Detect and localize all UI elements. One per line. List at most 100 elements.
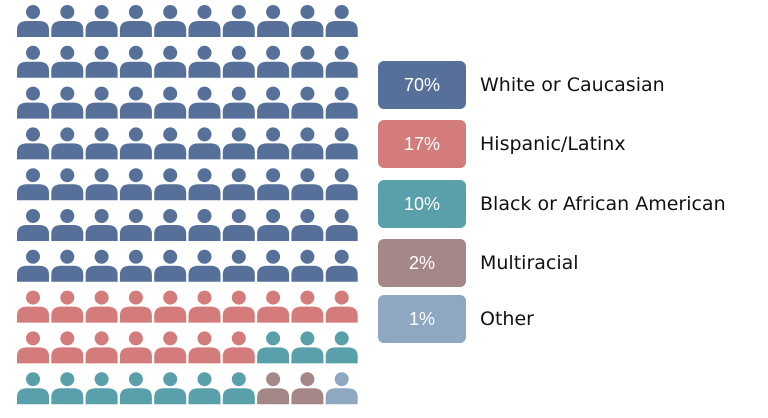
legend-badge-other: 1%: [378, 295, 466, 343]
person-icon: [51, 45, 84, 78]
person-icon: [154, 168, 187, 201]
legend-badge-black: 10%: [378, 180, 466, 228]
person-icon: [325, 249, 358, 282]
legend-label-other: Other: [480, 308, 534, 330]
person-icon: [119, 331, 152, 364]
person-icon: [17, 127, 49, 160]
person-icon: [222, 45, 255, 78]
legend-item-hispanic: 17% Hispanic/Latinx: [378, 120, 626, 168]
person-icon: [17, 5, 49, 37]
legend-item-black: 10% Black or African American: [378, 180, 726, 228]
person-icon: [257, 5, 290, 37]
person-icon: [188, 86, 221, 119]
person-icon: [222, 209, 255, 241]
person-icon: [188, 209, 221, 241]
person-icon: [257, 372, 290, 405]
person-icon: [325, 372, 358, 405]
person-icon: [257, 331, 290, 364]
person-icon: [154, 209, 187, 241]
person-icon: [291, 249, 324, 282]
person-icon: [154, 5, 187, 37]
person-icon: [85, 331, 118, 364]
legend-item-multiracial: 2% Multiracial: [378, 239, 579, 287]
person-icon: [154, 249, 187, 282]
person-icon: [188, 45, 221, 78]
person-icon: [154, 86, 187, 119]
legend-item-white: 70% White or Caucasian: [378, 61, 665, 109]
person-icon: [51, 209, 84, 241]
legend-label-hispanic: Hispanic/Latinx: [480, 133, 626, 155]
person-icon: [85, 86, 118, 119]
person-icon: [85, 5, 118, 37]
person-icon: [188, 168, 221, 201]
person-icon: [85, 372, 118, 405]
person-icon: [85, 290, 118, 323]
person-icon: [325, 45, 358, 78]
person-icon: [188, 290, 221, 323]
person-icon: [51, 331, 84, 364]
person-icon: [119, 290, 152, 323]
person-icon: [17, 86, 49, 119]
person-icon: [51, 372, 84, 405]
person-icon: [257, 249, 290, 282]
legend-label-white: White or Caucasian: [480, 74, 665, 96]
person-icon: [325, 168, 358, 201]
person-icon: [188, 372, 221, 405]
person-icon: [154, 127, 187, 160]
person-icon: [188, 5, 221, 37]
person-icon: [222, 5, 255, 37]
person-icon: [85, 45, 118, 78]
person-icon: [17, 168, 49, 201]
person-icon: [291, 290, 324, 323]
waffle-chart: [17, 5, 358, 405]
legend-item-other: 1% Other: [378, 295, 534, 343]
person-icon: [85, 209, 118, 241]
person-icon: [154, 45, 187, 78]
person-icon: [257, 209, 290, 241]
person-icon: [291, 5, 324, 37]
person-icon: [222, 249, 255, 282]
person-icon: [119, 168, 152, 201]
person-icon: [222, 331, 255, 364]
legend-label-black: Black or African American: [480, 193, 726, 215]
legend-badge-multiracial: 2%: [378, 239, 466, 287]
person-icon: [17, 331, 49, 364]
legend-label-multiracial: Multiracial: [480, 252, 579, 274]
person-icon: [325, 5, 358, 37]
person-icon: [325, 290, 358, 323]
person-icon: [222, 372, 255, 405]
person-icon: [188, 331, 221, 364]
person-icon: [291, 331, 324, 364]
person-icon: [291, 209, 324, 241]
person-icon: [119, 209, 152, 241]
legend-badge-hispanic: 17%: [378, 120, 466, 168]
person-icon: [51, 249, 84, 282]
person-icon: [51, 290, 84, 323]
person-icon: [119, 127, 152, 160]
person-icon: [51, 127, 84, 160]
legend-badge-white: 70%: [378, 61, 466, 109]
person-icon: [119, 249, 152, 282]
person-icon: [325, 86, 358, 119]
person-icon: [257, 45, 290, 78]
person-icon: [222, 86, 255, 119]
person-icon: [51, 168, 84, 201]
person-icon: [222, 168, 255, 201]
person-icon: [291, 127, 324, 160]
person-icon: [119, 5, 152, 37]
person-icon: [257, 290, 290, 323]
person-icon: [325, 127, 358, 160]
person-icon: [325, 331, 358, 364]
person-icon: [17, 290, 49, 323]
person-icon: [257, 168, 290, 201]
person-icon: [257, 127, 290, 160]
person-icon: [17, 209, 49, 241]
person-icon: [85, 168, 118, 201]
person-icon: [17, 45, 49, 78]
person-icon: [291, 45, 324, 78]
person-icon: [257, 86, 290, 119]
person-icon: [154, 290, 187, 323]
person-icon: [85, 249, 118, 282]
person-icon: [291, 372, 324, 405]
person-icon: [119, 372, 152, 405]
